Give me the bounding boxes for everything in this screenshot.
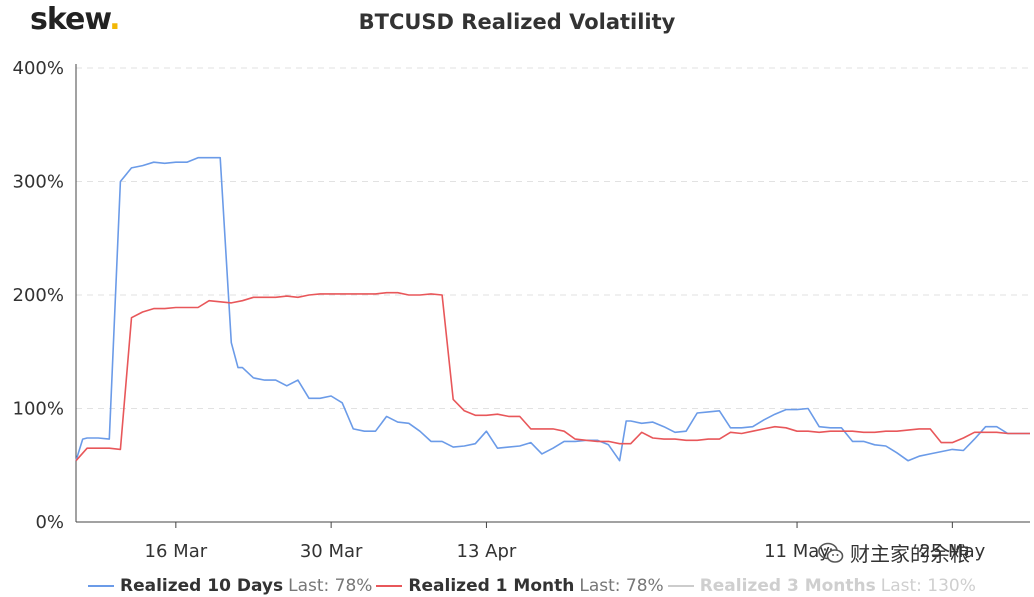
legend-series-name: Realized 3 Months [699, 576, 876, 596]
x-tick-label: 11 May [764, 541, 830, 562]
legend-last-value: Last: 130% [880, 576, 976, 596]
series-line-1 [75, 156, 1030, 462]
series-line-2 [75, 291, 1030, 462]
chart-title: BTCUSD Realized Volatility [358, 10, 676, 34]
x-tick-label: 25 May [919, 541, 985, 562]
legend-series-name: Realized 10 Days [120, 576, 284, 596]
y-tick-label: 300% [13, 172, 64, 193]
legend-item-1[interactable]: Realized 10 Days Last: 78% [88, 576, 372, 596]
x-tick-label: 16 Mar [145, 541, 208, 562]
legend-series-name: Realized 1 Month [408, 576, 575, 596]
volatility-chart: 0% 100% 200% 300% 400% 16 Mar 30 Mar 13 Apr 11 M… [13, 58, 1030, 562]
y-tick-label: 400% [13, 58, 64, 79]
chart-legend: Realized 10 Days Last: 78% Realized 1 Mont… [88, 575, 980, 597]
x-tick-label: 13 Apr [457, 541, 517, 562]
y-tick-label: 0% [35, 512, 64, 533]
legend-swatch [376, 585, 403, 587]
logo-text: skew [30, 2, 110, 37]
logo-dot: . [109, 2, 120, 37]
legend-last-value: Last: 78% [288, 576, 373, 596]
legend-swatch [667, 585, 694, 587]
legend-swatch [88, 585, 114, 587]
x-tick-label: 30 Mar [300, 541, 363, 562]
skew-logo: skew. [30, 2, 121, 37]
watermark-text: 财主家的余粮 [850, 542, 970, 566]
y-tick-label: 200% [13, 285, 64, 306]
legend-last-value: Last: 78% [579, 576, 664, 596]
watermark: 财主家的余粮 [818, 538, 970, 567]
wechat-icon [818, 542, 844, 563]
y-tick-label: 100% [13, 399, 64, 420]
legend-item-3[interactable]: Realized 3 Months Last: 130% [667, 576, 976, 596]
legend-item-2[interactable]: Realized 1 Month Last: 78% [376, 576, 664, 596]
